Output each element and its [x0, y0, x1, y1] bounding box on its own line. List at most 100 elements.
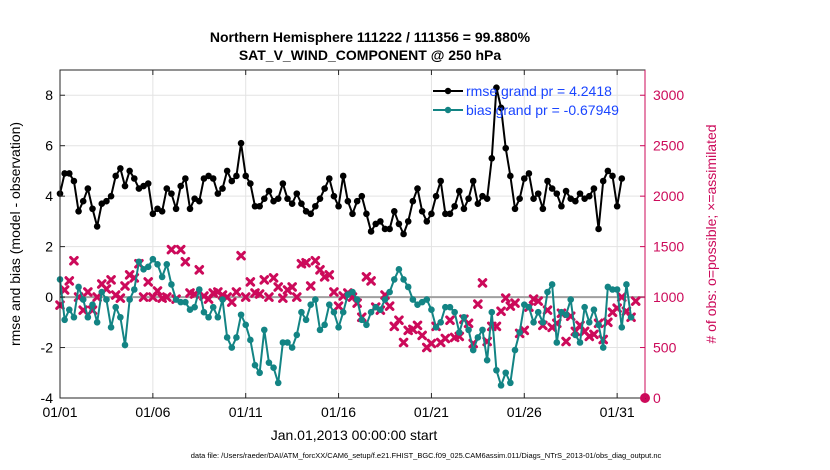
- rmse-point: [381, 225, 389, 233]
- rmse-point: [228, 177, 236, 185]
- bias-point: [61, 316, 68, 324]
- obs-point: [426, 338, 437, 349]
- obs-point: [175, 244, 186, 255]
- bias-point: [130, 286, 138, 293]
- bias-point: [581, 303, 588, 311]
- obs-point: [231, 287, 242, 297]
- bias-point: [242, 321, 250, 329]
- rmse-point: [511, 205, 519, 213]
- legend-rmse-text: rmse grand pr = 4.2418: [466, 83, 612, 99]
- obs-point: [315, 265, 325, 275]
- rmse-point: [548, 185, 556, 192]
- rmse-point: [256, 202, 263, 210]
- y-axis-ticks: -4 -2 0 2 4 6 8: [41, 87, 65, 406]
- rmse-point: [613, 202, 621, 210]
- rmse-point: [163, 185, 171, 192]
- obs-point: [589, 329, 599, 340]
- bias-point: [451, 308, 458, 316]
- bias-point: [293, 331, 301, 339]
- bias-point: [377, 306, 384, 313]
- obs-point: [92, 292, 102, 302]
- y-tick-label: 4: [45, 188, 53, 204]
- obs-point: [445, 315, 455, 326]
- bias-point: [121, 341, 129, 349]
- y-tick-label: 6: [45, 138, 53, 154]
- rmse-point: [158, 207, 166, 215]
- obs-point: [291, 292, 302, 302]
- y2-tick-label: 500: [653, 340, 677, 356]
- bias-point: [525, 303, 533, 311]
- bias-point: [279, 339, 287, 346]
- rmse-point: [65, 170, 73, 177]
- bias-point: [316, 326, 324, 334]
- y-axis-label: rmse and bias (model - observation): [7, 122, 23, 346]
- rmse-point: [126, 167, 133, 175]
- rmse-point: [414, 185, 421, 192]
- rmse-point: [390, 207, 398, 215]
- bias-point: [312, 296, 319, 303]
- bias-point: [223, 334, 231, 341]
- obs-point: [143, 277, 154, 287]
- obs-point: [417, 330, 427, 341]
- chart-subtitle: SAT_V_WIND_COMPONENT @ 250 hPa: [239, 47, 502, 63]
- bias-point: [98, 288, 106, 296]
- rmse-point: [442, 210, 449, 218]
- rmse-point: [330, 192, 338, 200]
- rmse-point: [363, 210, 370, 218]
- bias-point: [237, 311, 245, 319]
- rmse-point: [451, 202, 458, 210]
- rmse-point: [149, 210, 157, 218]
- bias-point: [479, 326, 486, 334]
- bias-point: [135, 258, 143, 266]
- bias-point: [497, 382, 505, 389]
- bias-point: [339, 308, 347, 316]
- obs-point: [384, 301, 395, 311]
- rmse-point: [75, 207, 82, 215]
- bias-point: [349, 288, 356, 296]
- bias-point: [455, 329, 463, 336]
- bias-point: [423, 296, 431, 303]
- obs-point: [533, 296, 544, 306]
- rmse-point: [516, 195, 523, 202]
- rmse-point: [186, 205, 194, 213]
- rmse-point: [530, 195, 537, 202]
- bias-point: [502, 369, 510, 377]
- rmse-point: [502, 144, 510, 152]
- bias-point: [144, 263, 152, 271]
- rmse-point: [298, 200, 305, 208]
- y-tick-label: 0: [45, 289, 53, 305]
- x-tick-label: 01/31: [600, 404, 635, 420]
- bias-point: [325, 301, 333, 308]
- bias-point: [530, 319, 537, 326]
- obs-point: [64, 276, 75, 286]
- y2-tick-label: 1500: [653, 239, 684, 255]
- bias-series: [56, 255, 635, 389]
- bias-point: [260, 326, 268, 334]
- bias-point: [576, 339, 584, 346]
- rmse-point: [469, 177, 477, 185]
- obs-point: [115, 293, 126, 303]
- rmse-point: [377, 218, 384, 225]
- obs-point: [166, 244, 177, 255]
- rmse-point: [409, 197, 417, 205]
- rmse-point: [117, 165, 124, 172]
- obs-point: [120, 281, 130, 291]
- bias-point: [103, 296, 110, 303]
- bias-point: [623, 281, 630, 288]
- rmse-point: [367, 228, 375, 235]
- y2-axis-ticks: 0 500 1000 1500 2000 2500 3000: [640, 87, 684, 406]
- obs-point: [106, 275, 116, 285]
- obs-point: [333, 301, 344, 311]
- rmse-point: [386, 225, 393, 233]
- obs-point: [477, 278, 488, 288]
- bias-point: [89, 301, 96, 308]
- y2-tick-label: 3000: [653, 87, 684, 103]
- rmse-point: [576, 190, 584, 197]
- bias-point: [298, 308, 305, 316]
- obs-point: [412, 320, 423, 331]
- bias-point: [177, 298, 185, 306]
- rmse-point: [344, 197, 352, 205]
- bias-point: [367, 308, 375, 316]
- footer-data-file: data file: /Users/raeder/DAI/ATM_forcXX/…: [191, 451, 662, 460]
